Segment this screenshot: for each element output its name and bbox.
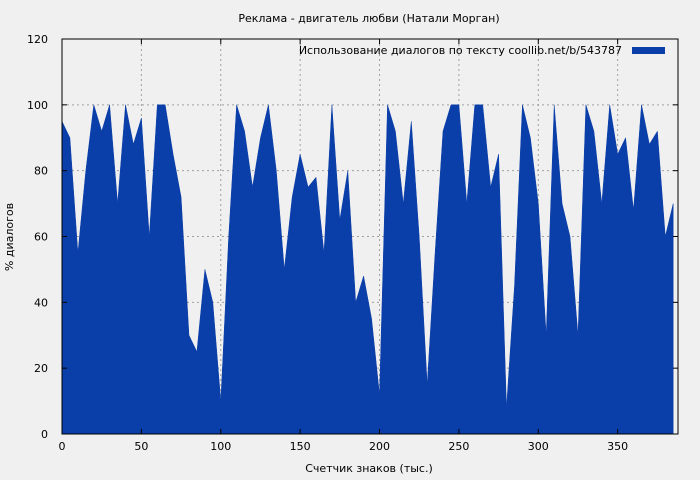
x-tick-label: 150: [290, 440, 311, 453]
y-axis-ticks: 0 20 40 60 80 100 120: [27, 33, 678, 441]
x-tick-label: 350: [607, 440, 628, 453]
legend-swatch: [632, 47, 665, 54]
x-axis-label: Счетчик знаков (тыс.): [305, 462, 433, 475]
y-tick-label: 0: [41, 428, 48, 441]
x-tick-label: 250: [448, 440, 469, 453]
y-axis-label: % диалогов: [3, 203, 16, 271]
y-tick-label: 100: [27, 99, 48, 112]
x-axis-ticks: 0 50 100 150 200 250 300 350: [59, 39, 628, 453]
legend: Использование диалогов по тексту coollib…: [299, 44, 665, 57]
x-tick-label: 50: [134, 440, 148, 453]
plot-area: [61, 104, 674, 435]
y-tick-label: 80: [34, 165, 48, 178]
chart-title: Реклама - двигатель любви (Натали Морган…: [238, 12, 499, 25]
legend-entry-label: Использование диалогов по тексту coollib…: [299, 44, 622, 57]
x-tick-label: 300: [528, 440, 549, 453]
x-tick-label: 200: [369, 440, 390, 453]
series-area: [61, 104, 674, 435]
y-tick-label: 20: [34, 362, 48, 375]
y-tick-label: 60: [34, 231, 48, 244]
y-tick-label: 120: [27, 33, 48, 46]
x-tick-label: 100: [210, 440, 231, 453]
x-tick-label: 0: [59, 440, 66, 453]
y-tick-label: 40: [34, 296, 48, 309]
